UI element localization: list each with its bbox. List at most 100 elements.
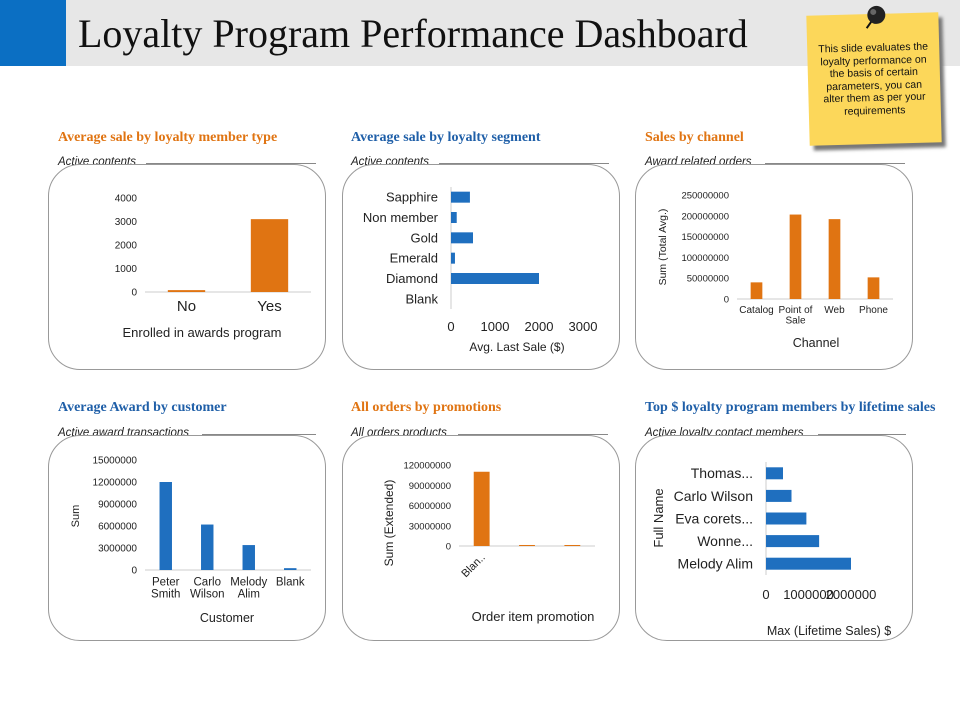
bar: [159, 482, 172, 570]
panel-title-promotions: All orders by promotions: [351, 400, 502, 415]
title-bar: [0, 0, 960, 66]
y-tick-label: 1000: [115, 264, 138, 275]
y-tick-label: 60000000: [409, 501, 451, 512]
panel-title-lifetime-sales: Top $ loyalty program members by lifetim…: [645, 400, 936, 415]
chart-award-customer: 0 3000000 6000000 9000000 12000000 15000000 Pe…: [70, 456, 311, 625]
bar: [451, 252, 455, 264]
panel-title-member-type: Average sale by loyalty member type: [58, 130, 278, 145]
bar: [766, 557, 851, 570]
y-tick-label: 4000: [115, 194, 138, 205]
y-tick-label: 0: [131, 566, 137, 577]
y-tick-label: 90000000: [409, 481, 451, 492]
x-tick-label: Web: [824, 305, 845, 316]
x-tick-label: No: [177, 298, 196, 315]
x-axis-title: Avg. Last Sale ($): [469, 340, 564, 354]
x-tick-label: 0: [447, 319, 454, 334]
y-tick-label: 0: [131, 288, 137, 299]
y-tick-label: 120000000: [403, 461, 451, 472]
x-tick-label: 1000000: [783, 587, 834, 602]
x-tick-label: Carlo Wilson: [190, 577, 225, 601]
y-tick-label: 6000000: [98, 522, 137, 533]
subtitle-rule: [146, 163, 316, 164]
bar: [828, 219, 841, 299]
y-axis-title: Full Name: [651, 488, 666, 547]
y-tick-label: 12000000: [93, 478, 138, 489]
y-tick-label: Carlo Wilson: [674, 488, 753, 504]
y-axis-title: Sum: [70, 505, 82, 528]
y-tick-label: 3000000: [98, 544, 137, 555]
push-pin-icon: [865, 5, 886, 29]
x-tick-label: Point of Sale: [779, 305, 813, 327]
chart-card-award-customer: 0 3000000 6000000 9000000 12000000 15000000 Pe…: [48, 435, 326, 641]
y-tick-label: Diamond: [386, 271, 438, 286]
y-tick-label: 100000000: [681, 253, 729, 264]
y-tick-label: Blank: [405, 291, 438, 306]
x-tick-label: Peter Smith: [151, 577, 180, 601]
x-tick-label: Blan..: [459, 552, 487, 580]
y-tick-label: 2000: [115, 241, 138, 252]
bar: [766, 467, 783, 480]
y-tick-label: Non member: [363, 210, 439, 225]
x-tick-label: Blank: [276, 577, 305, 589]
chart-promotions: 0 30000000 60000000 90000000 120000000 Blan..…: [382, 461, 595, 624]
y-tick-label: 150000000: [681, 232, 729, 243]
y-axis-title: Sum (Extended): [382, 480, 396, 567]
chart-segment: Sapphire Non member Gold Emerald Diamond Blan…: [363, 187, 598, 354]
y-tick-label: Gold: [411, 230, 438, 245]
x-axis-title: Enrolled in awards program: [123, 325, 282, 340]
chart-card-channel: 0 50000000 100000000 150000000 200000000 2500…: [635, 164, 913, 370]
page-title: Loyalty Program Performance Dashboard: [78, 11, 748, 56]
bar: [451, 273, 539, 284]
chart-card-lifetime-sales: Thomas... Carlo Wilson Eva corets... Wonne.…: [635, 435, 913, 641]
y-tick-label: Eva corets...: [675, 510, 753, 526]
y-axis-title: Sum (Total Avg.): [657, 209, 669, 286]
bar: [473, 471, 490, 546]
subtitle-rule: [202, 434, 316, 435]
x-tick-label: Catalog: [739, 305, 773, 316]
y-tick-label: Wonne...: [697, 533, 753, 549]
chart-card-segment: Sapphire Non member Gold Emerald Diamond Blan…: [342, 164, 620, 370]
y-tick-label: Melody Alim: [678, 556, 753, 572]
bar: [867, 277, 880, 299]
x-tick-label: Phone: [859, 305, 888, 316]
x-tick-label: 0: [762, 587, 769, 602]
bar: [250, 219, 289, 292]
y-tick-label: 9000000: [98, 500, 137, 511]
y-tick-label: 200000000: [681, 211, 729, 222]
y-tick-label: 0: [446, 542, 451, 553]
bar: [451, 191, 470, 203]
chart-card-promotions: 0 30000000 60000000 90000000 120000000 Blan..…: [342, 435, 620, 641]
chart-channel: 0 50000000 100000000 150000000 200000000 2500…: [657, 191, 893, 350]
x-axis-title: Max (Lifetime Sales) $: [767, 624, 891, 638]
panel-title-channel: Sales by channel: [645, 130, 744, 145]
x-tick-label: Melody Alim: [230, 577, 267, 601]
note-text: This slide evaluates the loyalty perform…: [818, 40, 929, 118]
chart-member-type: 0 1000 2000 3000 4000 No Yes Enrolled in awards…: [115, 194, 311, 340]
bar: [284, 568, 297, 570]
x-tick-label: 2000: [525, 319, 554, 334]
sticky-note: This slide evaluates the loyalty perform…: [806, 5, 942, 146]
y-tick-label: 30000000: [409, 521, 451, 532]
x-axis-title: Customer: [200, 611, 254, 625]
x-tick-label: Yes: [257, 298, 281, 315]
bar: [519, 544, 535, 546]
x-axis-title: Channel: [793, 336, 840, 350]
chart-lifetime-sales: Thomas... Carlo Wilson Eva corets... Wonne.…: [651, 462, 891, 638]
x-tick-label: 1000: [481, 319, 510, 334]
x-tick-label: 3000: [569, 319, 598, 334]
bar: [564, 544, 581, 546]
y-tick-label: Emerald: [390, 251, 438, 266]
chart-card-member-type: 0 1000 2000 3000 4000 No Yes Enrolled in awards…: [48, 164, 326, 370]
subtitle-rule: [439, 163, 609, 164]
bar: [750, 282, 763, 299]
bar: [201, 524, 214, 570]
x-axis-title: Order item promotion: [472, 609, 595, 624]
x-tick-label: 2000000: [826, 587, 877, 602]
title-accent-block: [0, 0, 66, 66]
bar: [451, 232, 473, 244]
subtitle-rule: [818, 434, 906, 435]
y-tick-label: 250000000: [681, 191, 729, 202]
y-tick-label: 50000000: [687, 274, 729, 285]
bar: [766, 535, 820, 548]
subtitle-rule: [765, 163, 905, 164]
